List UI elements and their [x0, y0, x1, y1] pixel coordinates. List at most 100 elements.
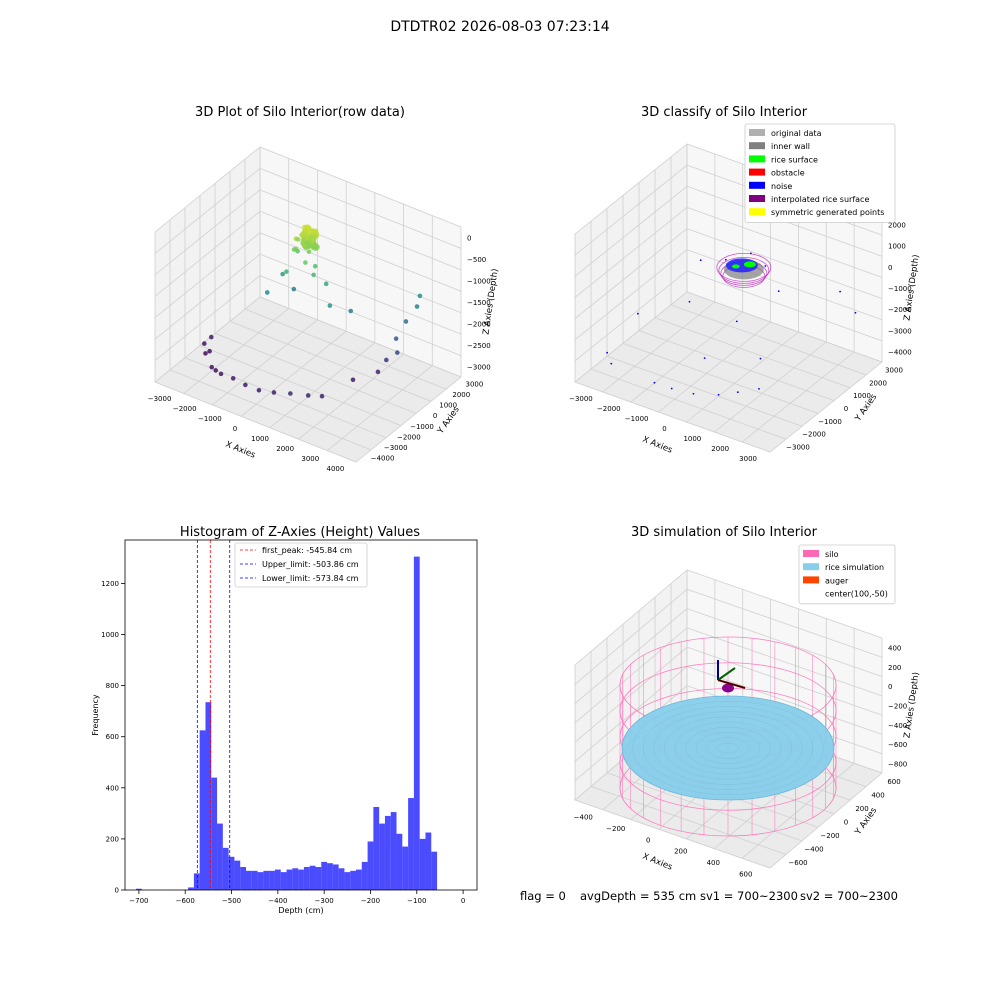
p4-z-tick: −200 [888, 703, 907, 711]
p1-point [417, 293, 423, 299]
p2-interpolated-ring [716, 252, 772, 282]
p1-point [218, 371, 224, 377]
p1-z-tick: −1000 [467, 278, 491, 286]
p4-y-tick: 400 [871, 791, 884, 799]
p4-rice-surface [621, 695, 835, 801]
p4-rice-mesh [664, 716, 792, 780]
p3-bar [292, 868, 299, 890]
p2-z-tick: 2000 [888, 222, 906, 230]
panel1-title: 3D Plot of Silo Interior(row data) [195, 105, 405, 120]
p2-noise-point [653, 381, 656, 384]
p4-grid [574, 569, 688, 666]
p2-grid [574, 291, 688, 383]
p4-grid [574, 646, 688, 743]
p3-bar [280, 872, 287, 890]
p1-point [280, 271, 285, 277]
p3-x-tick: −100 [407, 897, 426, 905]
p1-x-tick: 0 [233, 425, 237, 433]
p2-noise-point [736, 391, 739, 394]
p1-grid [259, 253, 462, 335]
footer-sv1: sv1 = 700~2300 [700, 889, 798, 903]
p2-x-tick: 2000 [711, 445, 729, 453]
p1-grid [183, 308, 289, 394]
p3-bar [222, 847, 229, 890]
p2-y-tick: −1000 [818, 418, 842, 426]
p3-y-tick: 400 [106, 784, 119, 792]
p3-bar [390, 812, 397, 890]
p2-rice-surface [731, 264, 740, 269]
p3-bar [298, 869, 304, 890]
p1-point [319, 393, 325, 399]
p2-x-tick: −2000 [597, 405, 621, 413]
p2-legend-swatch [749, 195, 765, 202]
p1-grid [154, 168, 261, 254]
panel4-title: 3D simulation of Silo Interior [631, 525, 818, 540]
p3-bar [205, 702, 212, 890]
p1-point [350, 377, 356, 383]
p1-point [271, 390, 277, 395]
p4-y-tick: 600 [887, 778, 900, 786]
p1-grid [259, 232, 462, 314]
p1-x-tick: 2000 [276, 445, 294, 453]
p2-grid [686, 207, 883, 278]
p2-legend-swatch [749, 168, 765, 176]
p1-point [203, 351, 208, 356]
p3-legend-frame [234, 542, 368, 588]
p3-bar [217, 823, 223, 890]
p2-grid [574, 249, 688, 341]
p4-x-tick: 600 [739, 870, 752, 878]
p3-bar [344, 872, 351, 890]
p1-grid [259, 210, 462, 292]
p3-bar [425, 832, 432, 890]
p3-bar [240, 867, 246, 890]
p2-legend-swatch [749, 129, 765, 136]
p1-x-tick: −3000 [148, 395, 172, 403]
p1-y-tick: 2000 [452, 391, 470, 399]
figure-suptitle: DTDTR02 2026-08-03 07:23:14 [390, 19, 609, 35]
p4-y-tick: 200 [855, 805, 868, 813]
p1-point [304, 241, 310, 247]
p2-y-tick: 3000 [885, 366, 903, 374]
p2-grid [658, 321, 771, 413]
p4-grid [741, 762, 855, 859]
p3-bar [193, 873, 200, 890]
p2-grid [574, 207, 688, 298]
p1-z-tick: −2000 [467, 320, 491, 328]
panel2-title: 3D classify of Silo Interior [641, 105, 808, 120]
p1-point [306, 230, 312, 236]
p2-grid [714, 341, 827, 433]
p2-legend-swatch [749, 208, 765, 216]
p2-y-tick: 0 [844, 405, 848, 413]
p3-bar [234, 860, 241, 890]
footer-avg-depth: avgDepth = 535 cm [580, 889, 696, 903]
p2-grid [574, 381, 771, 453]
p1-y-tick: 3000 [466, 380, 484, 388]
p2-z-tick: −3000 [888, 327, 912, 335]
p3-legend-label: Lower_limit: -573.84 cm [262, 574, 359, 583]
p2-grid [741, 351, 855, 443]
p2-y-tick: 2000 [869, 379, 887, 387]
p1-grid [154, 253, 261, 340]
p4-x-tick: 400 [707, 859, 720, 867]
p4-grid [686, 588, 883, 658]
p2-grid [574, 270, 688, 362]
p3-x-tick: 0 [461, 897, 465, 905]
p1-point [295, 237, 301, 242]
panel3-title: Histogram of Z-Axies (Height) Values [180, 525, 420, 540]
p3-bar [431, 851, 438, 890]
p1-grid [298, 353, 404, 440]
p1-grid [355, 376, 462, 463]
p1-grid [259, 296, 462, 378]
p1-point [403, 319, 409, 324]
p3-bar [350, 870, 356, 890]
p3-bar [408, 798, 414, 890]
p2-grid [686, 291, 883, 363]
p4-z-tick: 200 [888, 664, 901, 672]
p2-grid [769, 361, 883, 453]
p3-y-tick: 200 [106, 835, 119, 843]
p3-y-tick: 800 [106, 682, 119, 690]
p4-grid [574, 627, 688, 724]
p1-point [295, 248, 300, 254]
p3-bar [373, 806, 380, 890]
p1-z-tick: 0 [467, 235, 471, 243]
